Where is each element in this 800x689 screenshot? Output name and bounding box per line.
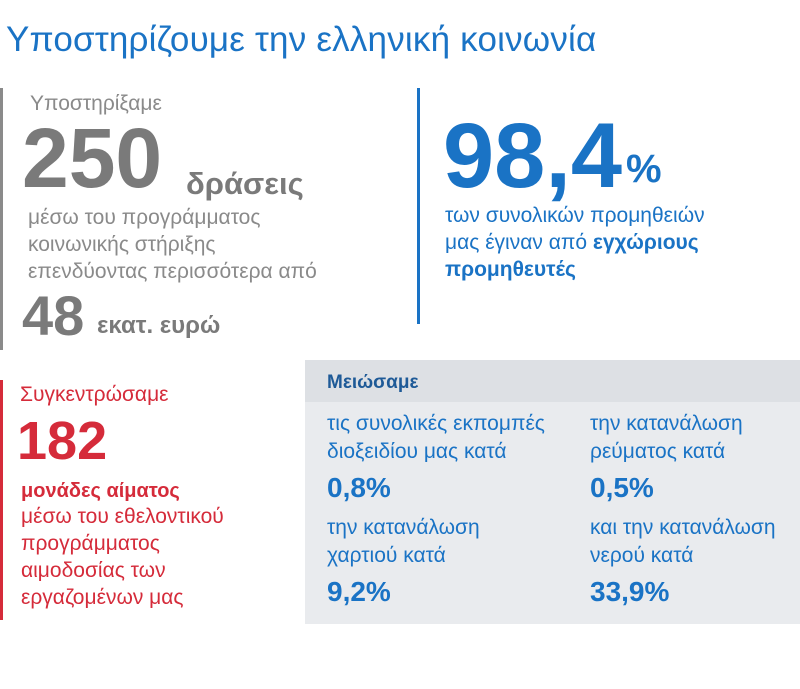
blood-count: 182 (17, 411, 108, 471)
suppliers-line-1: των συνολικών προμηθειών (445, 204, 705, 227)
suppliers-line-2-bold: εγχώριους (592, 231, 699, 254)
suppliers-divider (417, 88, 420, 324)
blood-description-line: εργαζομένων μας (21, 586, 184, 609)
blood-description-line: αιμοδοσίας των (21, 559, 166, 582)
suppliers-value: 98,4 (443, 105, 623, 207)
page-title: Υποστηρίζουμε την ελληνική κοινωνία (6, 20, 597, 59)
reduction-item-line: την κατανάλωση (327, 516, 480, 539)
reduction-item-line: νερού κατά (590, 544, 694, 567)
suppliers-description: των συνολικών προμηθειών μας έγιναν από … (445, 202, 705, 283)
reduction-item-paper: την κατανάλωση χαρτιού κατά 9,2% (327, 514, 480, 608)
suppliers-line-2-prefix: μας έγιναν από (445, 231, 588, 254)
reduction-item-water: και την κατανάλωση νερού κατά 33,9% (590, 514, 776, 608)
support-divider (0, 88, 3, 350)
support-description-line: κοινωνικής στήριξης (28, 233, 216, 256)
support-intro: Υποστηρίξαμε (30, 92, 162, 115)
blood-description-line: προγράμματος (21, 532, 160, 555)
blood-unit: μονάδες αίματος (21, 480, 180, 502)
reduction-item-line: τις συνολικές εκπομπές (327, 412, 545, 435)
blood-divider (0, 380, 3, 620)
blood-description: μέσω του εθελοντικού προγράμματος αιμοδο… (21, 503, 224, 611)
support-amount: 48 (22, 284, 85, 347)
suppliers-percent: % (626, 147, 662, 191)
reduction-item-co2: τις συνολικές εκπομπές διοξειδίου μας κα… (327, 410, 545, 504)
reduction-item-line: ρεύματος κατά (590, 440, 726, 463)
reductions-panel: Μειώσαμε τις συνολικές εκπομπές διοξειδί… (305, 360, 800, 624)
support-description: μέσω του προγράμματος κοινωνικής στήριξη… (28, 204, 317, 285)
reduction-item-value: 33,9% (590, 576, 670, 607)
reduction-item-line: χαρτιού κατά (327, 544, 446, 567)
support-description-line: μέσω του προγράμματος (28, 206, 261, 229)
reduction-item-electricity: την κατανάλωση ρεύματος κατά 0,5% (590, 410, 743, 504)
reduction-item-value: 0,8% (327, 472, 391, 503)
blood-description-line: μέσω του εθελοντικού (21, 505, 224, 528)
support-amount-unit: εκατ. ευρώ (97, 312, 221, 339)
support-description-line: επενδύοντας περισσότερα από (28, 260, 317, 283)
suppliers-line-2: μας έγιναν από εγχώριους (445, 229, 705, 256)
reductions-heading: Μειώσαμε (327, 372, 419, 393)
support-count-unit: δράσεις (186, 166, 304, 201)
reduction-item-value: 0,5% (590, 472, 654, 503)
reduction-item-line: την κατανάλωση (590, 412, 743, 435)
reduction-item-line: και την κατανάλωση (590, 516, 776, 539)
reduction-item-value: 9,2% (327, 576, 391, 607)
reduction-item-line: διοξειδίου μας κατά (327, 440, 507, 463)
reductions-heading-bar (305, 360, 800, 402)
blood-intro: Συγκεντρώσαμε (20, 383, 169, 406)
support-count: 250 (22, 111, 163, 205)
suppliers-line-3: προμηθευτές (445, 256, 705, 283)
suppliers-line-3-bold: προμηθευτές (445, 258, 576, 281)
